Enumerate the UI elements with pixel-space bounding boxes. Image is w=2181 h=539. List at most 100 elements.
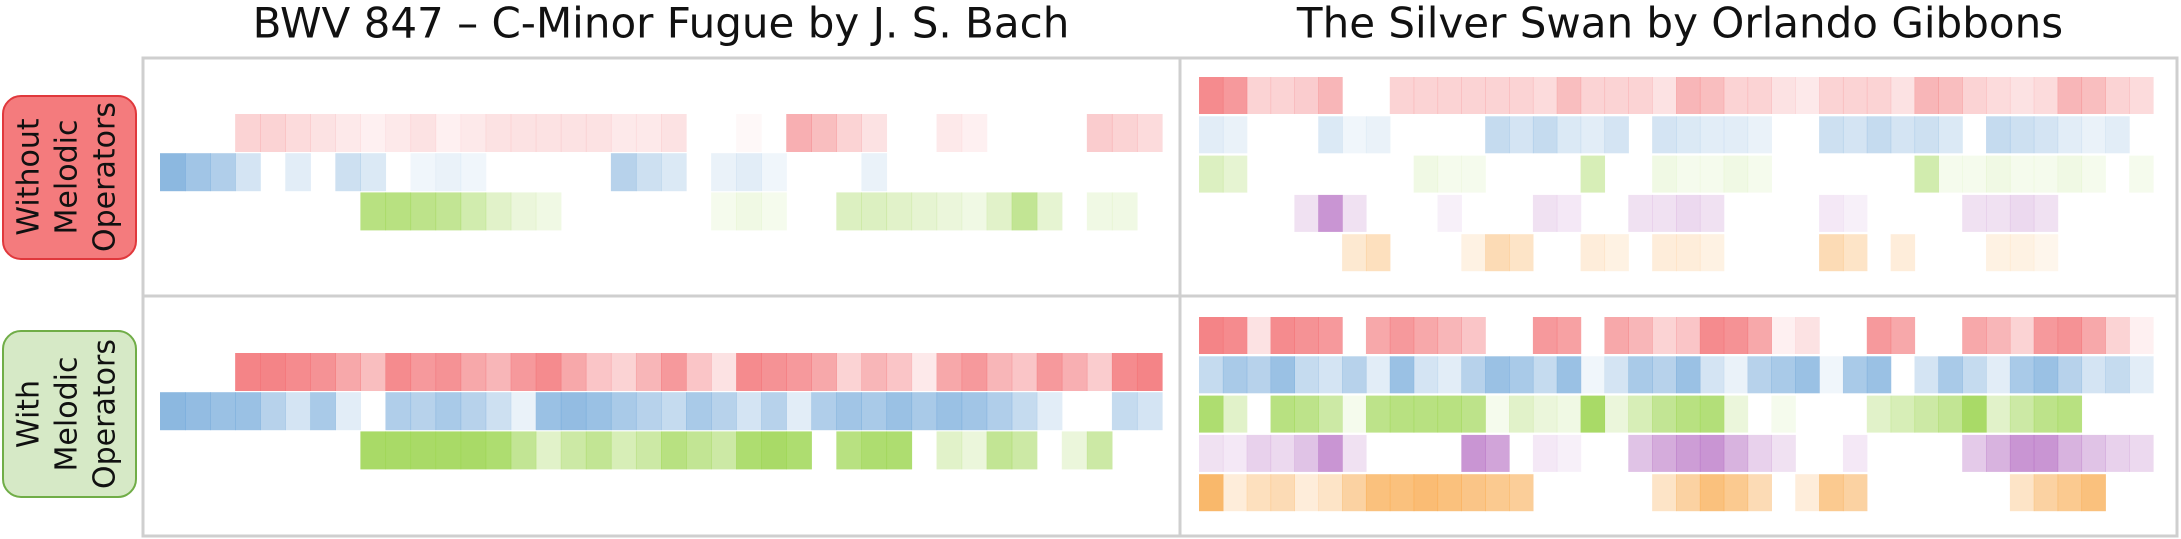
activity-cell — [1819, 116, 1844, 154]
activity-cell — [886, 353, 913, 391]
activity-cell — [2105, 317, 2130, 354]
activity-cell — [1842, 77, 1868, 114]
activity-cell — [585, 353, 612, 391]
activity-cell — [761, 431, 787, 470]
activity-cell — [1699, 395, 1725, 433]
activity-cell — [1580, 234, 1606, 272]
activity-cell — [1270, 474, 1295, 512]
activity-cell — [1747, 474, 1772, 512]
activity-cell — [160, 392, 186, 431]
activity-cell — [2057, 317, 2083, 354]
activity-cell — [1938, 77, 1963, 114]
activity-cell — [360, 114, 387, 152]
activity-cell — [1485, 77, 1510, 114]
activity-cell — [961, 114, 988, 152]
activity-cell — [761, 192, 787, 231]
activity-cell — [535, 192, 562, 231]
activity-cell — [1676, 116, 1701, 154]
activity-cell — [1485, 395, 1510, 433]
activity-cell — [1986, 77, 2011, 114]
activity-cell — [1086, 431, 1113, 470]
activity-cell — [460, 353, 487, 391]
activity-cell — [1556, 434, 1582, 472]
activity-cell — [1747, 116, 1772, 154]
activity-cell — [1342, 434, 1367, 472]
activity-cell — [1556, 194, 1582, 232]
activity-cell — [1771, 356, 1796, 394]
activity-cell — [861, 153, 888, 192]
activity-cell — [1246, 77, 1272, 114]
activity-cell — [2009, 155, 2035, 193]
activity-cell — [2129, 77, 2154, 114]
activity-cell — [1676, 474, 1701, 512]
activity-cell — [1723, 77, 1749, 114]
cells — [160, 77, 2154, 512]
activity-cell — [1699, 317, 1725, 354]
activity-cell — [635, 431, 662, 470]
activity-cell — [936, 392, 963, 431]
activity-cell — [460, 153, 487, 192]
activity-cell — [560, 392, 587, 431]
activity-cell — [1509, 77, 1534, 114]
activity-cell — [2057, 155, 2083, 193]
activity-cell — [1389, 317, 1415, 354]
row-label: Operators — [88, 339, 123, 489]
activity-cell — [1318, 317, 1343, 354]
activity-cell — [260, 114, 286, 152]
activity-cell — [1461, 434, 1486, 472]
activity-cell — [1723, 317, 1749, 354]
activity-cell — [1222, 116, 1248, 154]
activity-cell — [1111, 353, 1138, 391]
activity-cell — [635, 153, 662, 192]
activity-cell — [2009, 317, 2035, 354]
activity-cell — [1011, 431, 1038, 470]
activity-cell — [2081, 356, 2106, 394]
activity-cell — [1938, 116, 1963, 154]
piece-title: BWV 847 – C-Minor Fugue by J. S. Bach — [253, 0, 1070, 48]
activity-cell — [1199, 155, 1224, 193]
activity-cell — [285, 353, 311, 391]
activity-cell — [1866, 356, 1892, 394]
activity-cell — [1842, 116, 1868, 154]
activity-cell — [1914, 77, 1939, 114]
activity-cell — [1914, 395, 1939, 433]
activity-cell — [1509, 474, 1534, 512]
activity-cell — [1011, 192, 1038, 231]
activity-cell — [1699, 77, 1725, 114]
activity-cell — [310, 392, 336, 431]
activity-cell — [1938, 155, 1963, 193]
row-label: Without — [12, 118, 47, 235]
label-box — [2, 95, 137, 260]
activity-cell — [1962, 77, 1987, 114]
activity-cell — [961, 353, 988, 391]
activity-cell — [1699, 116, 1725, 154]
activity-cell — [1747, 356, 1772, 394]
activity-cell — [1699, 434, 1725, 472]
activity-cell — [2033, 474, 2059, 512]
activity-cell — [811, 114, 837, 152]
activity-cell — [435, 392, 462, 431]
activity-cell — [1962, 317, 1987, 354]
activity-cell — [1437, 317, 1462, 354]
activity-cell — [886, 392, 913, 431]
activity-cell — [2057, 474, 2083, 512]
activity-cell — [1318, 474, 1343, 512]
activity-cell — [2009, 77, 2035, 114]
activity-cell — [1962, 395, 1987, 433]
activity-cell — [1580, 395, 1606, 433]
activity-cell — [2033, 194, 2059, 232]
activity-cell — [2009, 474, 2035, 512]
activity-cell — [936, 192, 963, 231]
activity-cell — [1532, 77, 1558, 114]
activity-cell — [2033, 434, 2059, 472]
activity-cell — [911, 392, 938, 431]
activity-cell — [1413, 474, 1439, 512]
activity-cell — [185, 153, 211, 192]
activity-cell — [460, 392, 487, 431]
activity-cell — [435, 431, 462, 470]
activity-cell — [711, 392, 737, 431]
activity-cell — [1036, 392, 1063, 431]
activity-cell — [485, 392, 512, 431]
activity-cell — [2009, 116, 2035, 154]
activity-cell — [1986, 155, 2011, 193]
